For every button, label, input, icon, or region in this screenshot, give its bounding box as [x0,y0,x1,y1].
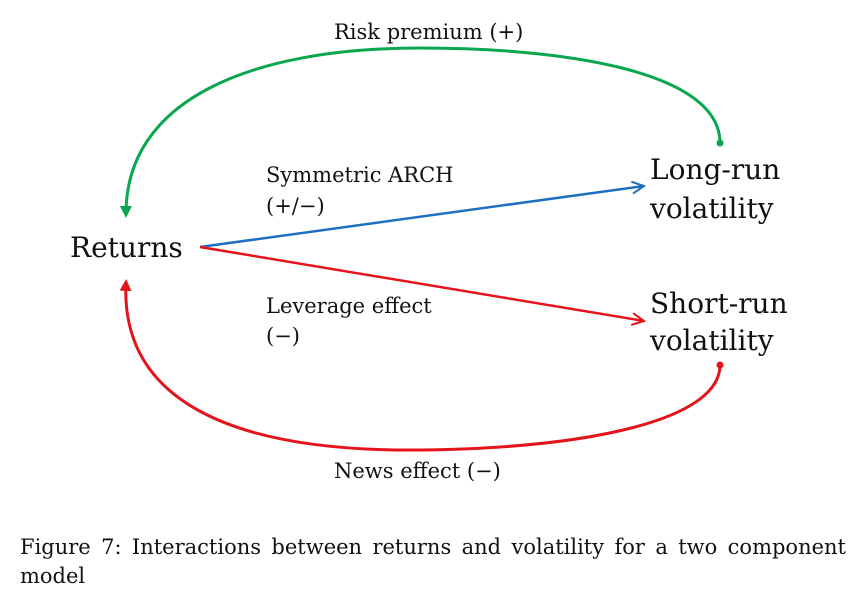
leverage-effect-arrow [199,245,647,326]
long-run-line-2: volatility [649,192,774,225]
short-run-volatility-node: Short-run volatility [649,287,797,357]
leverage-effect-label: Leverage effect (−) [266,294,438,348]
short-run-line-1: Short-run [650,287,788,320]
long-run-volatility-node: Long-run volatility [649,153,789,225]
symmetric-arch-label: Symmetric ARCH (+/−) [266,163,460,218]
symmetric-arch-arrow [199,180,647,249]
news-effect-arrow [119,279,722,452]
risk-premium-arrow [119,46,722,218]
short-run-line-2: volatility [649,324,774,357]
leverage-effect-label-line-1: Leverage effect [266,294,432,318]
diagram: Returns Long-run volatility Short-run vo… [70,20,797,483]
news-effect-label: News effect (−) [334,459,501,483]
symmetric-arch-label-line-1: Symmetric ARCH [266,163,454,187]
risk-premium-origin-dot [716,139,724,147]
leverage-effect-label-line-2: (−) [266,324,300,348]
news-effect-origin-dot [716,361,724,369]
long-run-line-1: Long-run [650,153,780,186]
returns-node: Returns [70,231,183,264]
symmetric-arch-label-line-2: (+/−) [266,194,325,218]
figure-caption: Figure 7: Interactions between returns a… [20,535,846,588]
risk-premium-label: Risk premium (+) [334,20,523,44]
